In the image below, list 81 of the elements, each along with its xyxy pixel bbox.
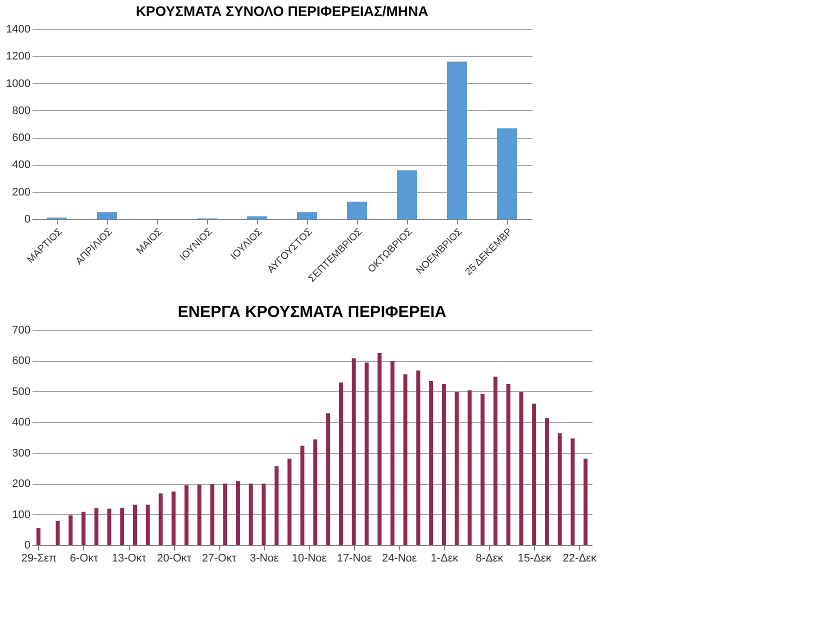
bar: [197, 484, 202, 545]
x-tick-label: 8-Δεκ: [476, 552, 504, 564]
bar: [570, 438, 575, 545]
x-tick-label: 15-Δεκ: [518, 552, 552, 564]
bar: [97, 212, 117, 219]
x-tick-label: 24-Νοε: [382, 552, 417, 564]
y-tick-label: 1200: [6, 50, 30, 63]
bar: [532, 404, 536, 545]
bar: [397, 170, 417, 219]
y-tick-label: 200: [12, 478, 30, 490]
bar: [158, 493, 163, 545]
bar: [132, 504, 137, 545]
bar: [584, 458, 588, 545]
bar: [347, 202, 367, 219]
bar: [120, 508, 124, 545]
bar: [68, 515, 73, 545]
x-tick-label: 20-Οκτ: [156, 552, 192, 564]
y-tick-label: 1000: [6, 78, 30, 90]
x-tick-label: 3-Νοε: [250, 552, 279, 564]
chart-title: ΕΝΕΡΓΑ ΚΡΟΥΣΜΑΤΑ ΠΕΡΙΦΕΡΕΙΑ: [178, 304, 447, 321]
bar: [447, 62, 467, 219]
bar: [468, 390, 472, 545]
y-tick-label: 700: [12, 324, 30, 336]
bar: [184, 485, 188, 545]
bar: [248, 484, 253, 545]
bar: [223, 484, 228, 545]
x-tick-label: 10-Νοε: [292, 552, 327, 564]
bar: [558, 433, 562, 545]
bar: [544, 418, 549, 545]
bar: [36, 528, 40, 545]
y-tick-label: 1400: [6, 24, 30, 36]
y-tick-label: 600: [12, 132, 30, 144]
bar: [210, 484, 214, 545]
bar: [429, 380, 434, 545]
bar: [497, 128, 517, 219]
bar: [146, 504, 150, 545]
y-tick-label: 0: [24, 214, 30, 226]
x-tick-label: 27-Οκτ: [202, 552, 237, 564]
x-tick-label: 6-Οκτ: [70, 552, 99, 564]
bar: [390, 361, 394, 545]
x-tick-label: 22-Δεκ: [562, 552, 597, 564]
bar: [300, 446, 304, 545]
bar: [107, 508, 112, 545]
bar: [262, 484, 266, 545]
y-tick-label: 0: [24, 540, 30, 552]
bar: [313, 439, 318, 545]
y-tick-label: 300: [12, 447, 30, 460]
bar: [493, 376, 498, 545]
y-tick-label: 600: [12, 355, 30, 368]
y-tick-label: 400: [12, 416, 30, 429]
bar: [287, 458, 292, 545]
bar: [506, 384, 510, 545]
y-tick-label: 800: [12, 104, 30, 117]
x-tick-label: 13-Οκτ: [112, 552, 147, 564]
x-tick-label: 29-Σεπ: [21, 552, 57, 564]
bar: [378, 353, 382, 545]
bar: [236, 481, 240, 545]
bar: [338, 382, 343, 545]
y-tick-label: 200: [12, 186, 30, 198]
bar: [364, 362, 369, 545]
bar: [247, 216, 267, 219]
bar: [352, 358, 356, 545]
y-tick-label: 500: [12, 386, 30, 398]
bar: [519, 392, 524, 545]
bar: [297, 212, 317, 219]
bar: [454, 392, 459, 545]
x-tick-label: 17-Νοε: [336, 552, 372, 564]
y-tick-label: 100: [12, 508, 30, 521]
y-tick-label: 400: [12, 159, 30, 172]
bar: [94, 508, 98, 545]
bar: [480, 394, 485, 545]
bar: [403, 374, 408, 545]
bar: [81, 512, 86, 545]
bar: [442, 384, 446, 545]
bar: [274, 466, 279, 545]
x-tick-label: 1-Δεκ: [430, 552, 459, 564]
bar: [56, 521, 60, 545]
chart-title: ΚΡΟΥΣΜΑΤΑ ΣΥΝΟΛΟ ΠΕΡΙΦΕΡΕΙΑΣ/ΜΗΝΑ: [136, 3, 428, 19]
bar: [172, 492, 176, 545]
bar: [416, 370, 420, 545]
bar: [326, 413, 330, 545]
